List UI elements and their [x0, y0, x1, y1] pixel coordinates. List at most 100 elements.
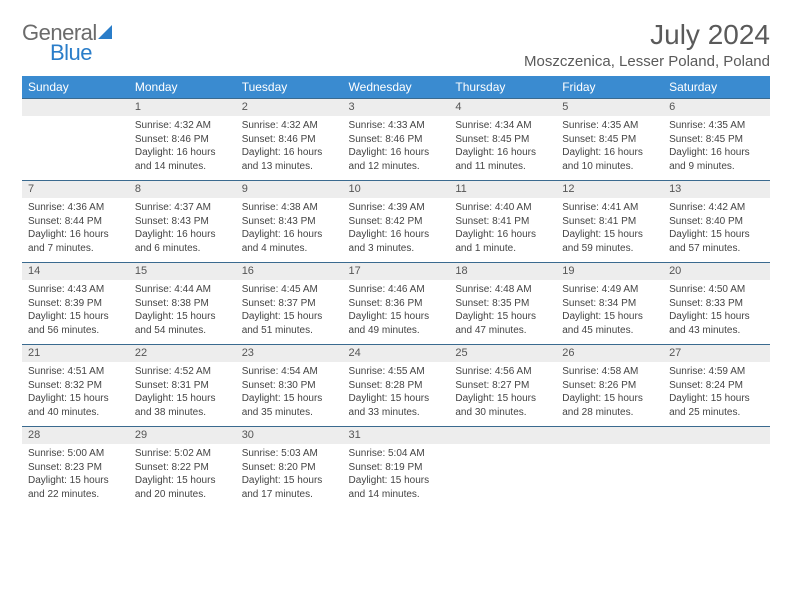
day-number: 16 [236, 262, 343, 280]
sunrise-text: Sunrise: 4:56 AM [455, 365, 550, 379]
day-number: 15 [129, 262, 236, 280]
sunrise-text: Sunrise: 4:51 AM [28, 365, 123, 379]
sunrise-text: Sunrise: 4:55 AM [349, 365, 444, 379]
daylight-text-2: and 12 minutes. [349, 160, 444, 174]
day-cell: Sunrise: 4:50 AMSunset: 8:33 PMDaylight:… [663, 280, 770, 344]
sunset-text: Sunset: 8:37 PM [242, 297, 337, 311]
day-content-row: Sunrise: 4:36 AMSunset: 8:44 PMDaylight:… [22, 198, 770, 262]
sunset-text: Sunset: 8:38 PM [135, 297, 230, 311]
daylight-text-1: Daylight: 15 hours [349, 392, 444, 406]
sunrise-text: Sunrise: 4:40 AM [455, 201, 550, 215]
day-cell: Sunrise: 4:32 AMSunset: 8:46 PMDaylight:… [129, 116, 236, 180]
daylight-text-2: and 28 minutes. [562, 406, 657, 420]
day-number: 10 [343, 180, 450, 198]
day-cell: Sunrise: 4:46 AMSunset: 8:36 PMDaylight:… [343, 280, 450, 344]
daylight-text-1: Daylight: 15 hours [455, 310, 550, 324]
daylight-text-1: Daylight: 15 hours [135, 392, 230, 406]
day-number: 13 [663, 180, 770, 198]
day-cell: Sunrise: 5:03 AMSunset: 8:20 PMDaylight:… [236, 444, 343, 508]
day-number [22, 98, 129, 116]
sunset-text: Sunset: 8:39 PM [28, 297, 123, 311]
sunrise-text: Sunrise: 4:42 AM [669, 201, 764, 215]
day-number-row: 28293031 [22, 426, 770, 444]
sunrise-text: Sunrise: 4:33 AM [349, 119, 444, 133]
day-cell: Sunrise: 4:55 AMSunset: 8:28 PMDaylight:… [343, 362, 450, 426]
weekday-header: Sunday [22, 76, 129, 99]
sunrise-text: Sunrise: 4:46 AM [349, 283, 444, 297]
sunrise-text: Sunrise: 5:02 AM [135, 447, 230, 461]
daylight-text-1: Daylight: 15 hours [135, 474, 230, 488]
sunrise-text: Sunrise: 4:48 AM [455, 283, 550, 297]
day-cell: Sunrise: 4:41 AMSunset: 8:41 PMDaylight:… [556, 198, 663, 262]
day-number: 31 [343, 426, 450, 444]
day-cell: Sunrise: 5:00 AMSunset: 8:23 PMDaylight:… [22, 444, 129, 508]
sunset-text: Sunset: 8:32 PM [28, 379, 123, 393]
day-cell [22, 116, 129, 180]
daylight-text-1: Daylight: 16 hours [242, 146, 337, 160]
sunrise-text: Sunrise: 4:58 AM [562, 365, 657, 379]
daylight-text-2: and 51 minutes. [242, 324, 337, 338]
sunrise-text: Sunrise: 4:41 AM [562, 201, 657, 215]
daylight-text-1: Daylight: 15 hours [28, 392, 123, 406]
daylight-text-2: and 57 minutes. [669, 242, 764, 256]
day-cell: Sunrise: 4:40 AMSunset: 8:41 PMDaylight:… [449, 198, 556, 262]
sunset-text: Sunset: 8:41 PM [562, 215, 657, 229]
day-cell [556, 444, 663, 508]
daylight-text-2: and 59 minutes. [562, 242, 657, 256]
day-number: 22 [129, 344, 236, 362]
day-cell [449, 444, 556, 508]
daylight-text-1: Daylight: 16 hours [242, 228, 337, 242]
sunset-text: Sunset: 8:45 PM [455, 133, 550, 147]
daylight-text-1: Daylight: 16 hours [455, 146, 550, 160]
sunset-text: Sunset: 8:26 PM [562, 379, 657, 393]
weekday-header-row: Sunday Monday Tuesday Wednesday Thursday… [22, 76, 770, 99]
day-number-row: 78910111213 [22, 180, 770, 198]
daylight-text-2: and 14 minutes. [135, 160, 230, 174]
day-number: 2 [236, 98, 343, 116]
calendar-table: Sunday Monday Tuesday Wednesday Thursday… [22, 76, 770, 509]
day-number: 4 [449, 98, 556, 116]
daylight-text-2: and 1 minute. [455, 242, 550, 256]
daylight-text-1: Daylight: 15 hours [242, 392, 337, 406]
day-number: 27 [663, 344, 770, 362]
daylight-text-2: and 20 minutes. [135, 488, 230, 502]
day-cell: Sunrise: 4:33 AMSunset: 8:46 PMDaylight:… [343, 116, 450, 180]
day-number [556, 426, 663, 444]
day-number: 23 [236, 344, 343, 362]
day-cell: Sunrise: 4:59 AMSunset: 8:24 PMDaylight:… [663, 362, 770, 426]
day-cell: Sunrise: 4:45 AMSunset: 8:37 PMDaylight:… [236, 280, 343, 344]
day-number: 1 [129, 98, 236, 116]
daylight-text-2: and 38 minutes. [135, 406, 230, 420]
daylight-text-1: Daylight: 15 hours [562, 228, 657, 242]
day-number: 19 [556, 262, 663, 280]
daylight-text-2: and 9 minutes. [669, 160, 764, 174]
sunrise-text: Sunrise: 4:52 AM [135, 365, 230, 379]
day-content-row: Sunrise: 4:32 AMSunset: 8:46 PMDaylight:… [22, 116, 770, 180]
daylight-text-2: and 14 minutes. [349, 488, 444, 502]
daylight-text-1: Daylight: 15 hours [669, 392, 764, 406]
sunset-text: Sunset: 8:46 PM [242, 133, 337, 147]
daylight-text-2: and 25 minutes. [669, 406, 764, 420]
day-number: 7 [22, 180, 129, 198]
day-cell: Sunrise: 4:42 AMSunset: 8:40 PMDaylight:… [663, 198, 770, 262]
daylight-text-2: and 40 minutes. [28, 406, 123, 420]
calendar-body: 123456Sunrise: 4:32 AMSunset: 8:46 PMDay… [22, 98, 770, 508]
sunrise-text: Sunrise: 5:00 AM [28, 447, 123, 461]
daylight-text-2: and 49 minutes. [349, 324, 444, 338]
brand-logo: General Blue [22, 20, 113, 66]
day-number: 25 [449, 344, 556, 362]
sunset-text: Sunset: 8:46 PM [135, 133, 230, 147]
sunrise-text: Sunrise: 4:59 AM [669, 365, 764, 379]
day-number: 8 [129, 180, 236, 198]
day-cell: Sunrise: 4:36 AMSunset: 8:44 PMDaylight:… [22, 198, 129, 262]
sunset-text: Sunset: 8:42 PM [349, 215, 444, 229]
daylight-text-1: Daylight: 15 hours [28, 310, 123, 324]
brand-part2: Blue [50, 40, 113, 66]
day-cell: Sunrise: 4:38 AMSunset: 8:43 PMDaylight:… [236, 198, 343, 262]
sunrise-text: Sunrise: 4:43 AM [28, 283, 123, 297]
sunrise-text: Sunrise: 4:35 AM [562, 119, 657, 133]
daylight-text-1: Daylight: 15 hours [669, 228, 764, 242]
daylight-text-2: and 10 minutes. [562, 160, 657, 174]
day-number: 21 [22, 344, 129, 362]
location-label: Moszczenica, Lesser Poland, Poland [524, 53, 770, 70]
